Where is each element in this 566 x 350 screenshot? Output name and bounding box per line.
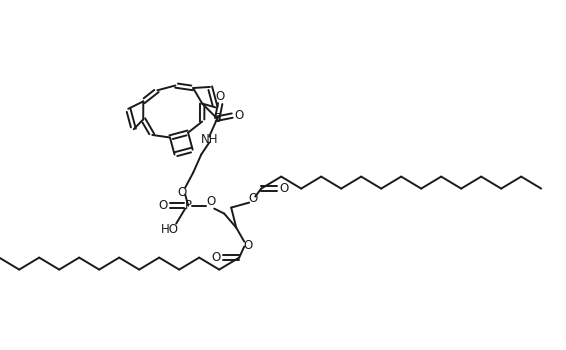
Text: O: O [216,90,225,103]
Text: O: O [207,195,216,208]
Text: O: O [212,251,221,264]
Text: HO: HO [161,223,179,236]
Text: O: O [158,199,168,212]
Text: O: O [243,239,253,252]
Text: S: S [213,112,221,125]
Text: O: O [280,182,289,195]
Text: O: O [178,186,187,199]
Text: P: P [185,199,192,212]
Text: NH: NH [200,133,218,146]
Text: O: O [248,192,258,205]
Text: O: O [234,109,244,122]
